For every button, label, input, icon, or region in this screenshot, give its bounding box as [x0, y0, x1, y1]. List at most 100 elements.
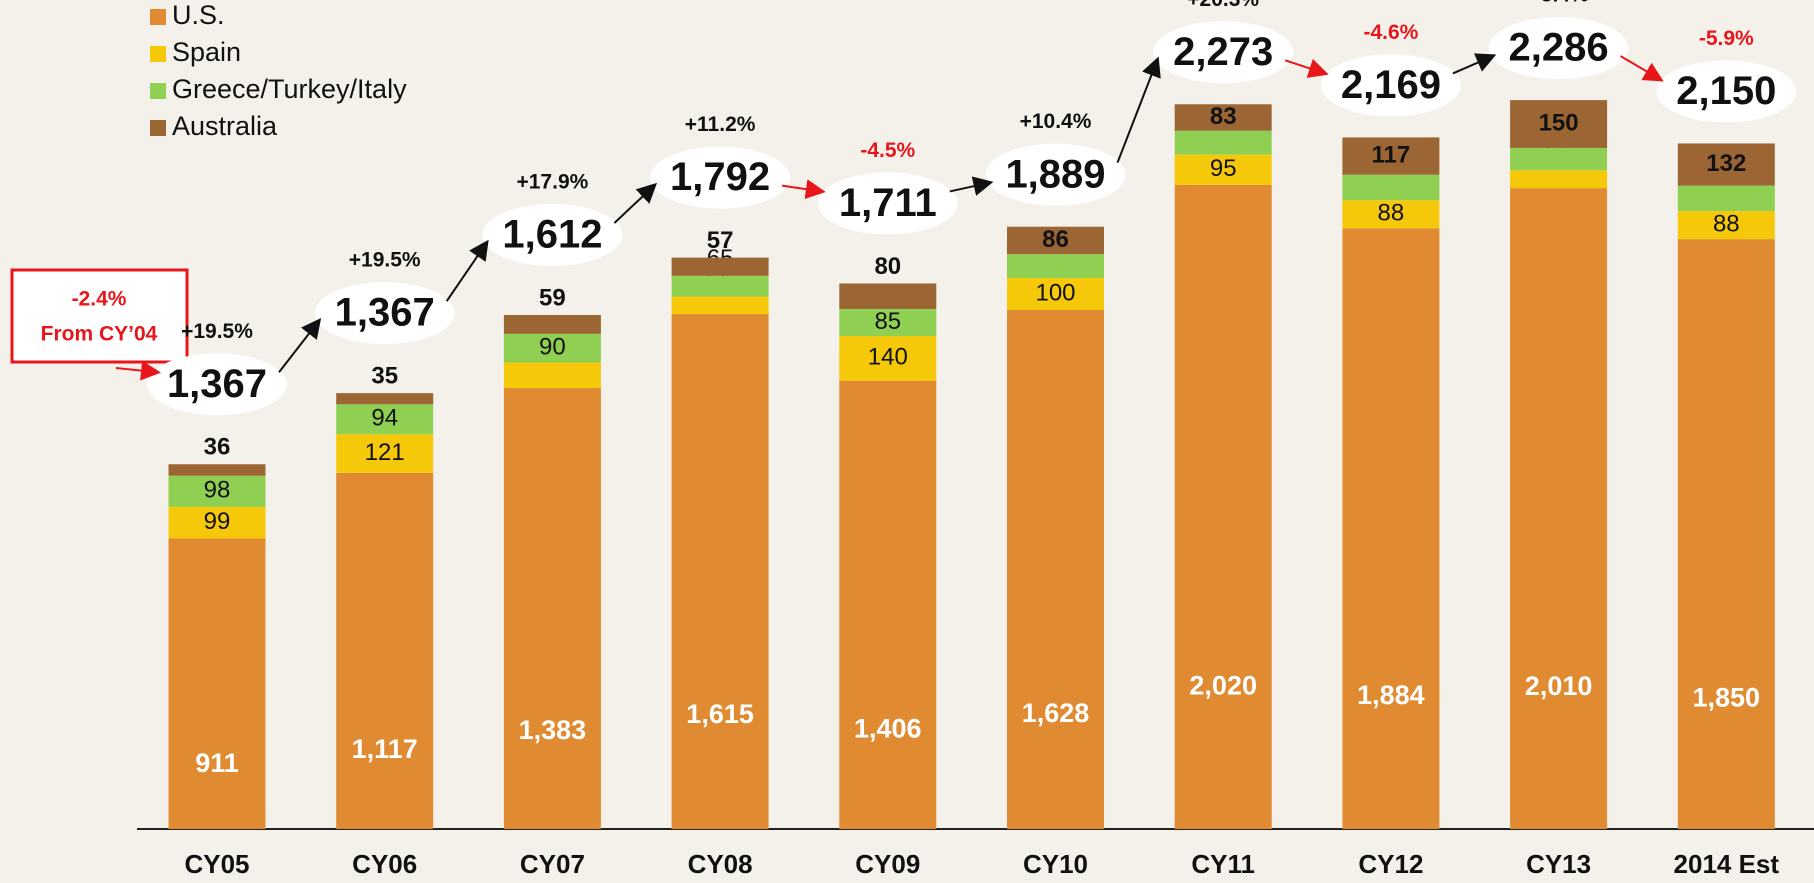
data-label: 1,117 — [352, 734, 418, 764]
total-bubble — [817, 172, 958, 235]
data-label: 1,850 — [1693, 682, 1761, 712]
bar-segment — [1007, 226, 1104, 255]
total-bubble — [314, 282, 455, 345]
bar-segment — [503, 315, 601, 334]
x-tick-label: CY05 — [184, 849, 249, 879]
x-tick-label: CY09 — [855, 849, 920, 879]
total-bubble — [1153, 21, 1294, 84]
legend-swatch — [150, 120, 166, 136]
data-label: 2,020 — [1189, 670, 1257, 700]
bar-segment — [671, 314, 769, 829]
bar-segment — [168, 506, 266, 539]
legend-swatch — [150, 83, 166, 99]
data-label: 1,406 — [854, 713, 922, 743]
legend-label: Spain — [172, 37, 241, 67]
x-tick-label: 2014 Est — [1674, 849, 1780, 879]
total-label: 1,711 — [839, 181, 937, 225]
data-label: 98 — [204, 477, 231, 504]
callout-box — [10, 268, 189, 364]
data-label: 94 — [371, 405, 398, 432]
data-label: 1,615 — [686, 699, 754, 729]
data-label: 140 — [868, 344, 908, 371]
total-label: 2,286 — [1509, 26, 1609, 70]
bar-segment — [1677, 185, 1775, 212]
bar-segment — [503, 362, 601, 389]
data-label: 121 — [365, 439, 405, 466]
x-tick-label: CY11 — [1191, 849, 1255, 879]
total-bubble — [1656, 60, 1797, 123]
bar-segment — [336, 393, 434, 405]
change-label: +19.5% — [181, 320, 253, 343]
data-label: 2,010 — [1525, 671, 1593, 701]
data-label: 88 — [1713, 210, 1740, 237]
data-label: 1,383 — [519, 715, 587, 745]
change-arrow — [949, 176, 994, 196]
change-label: -5.9% — [1699, 27, 1754, 50]
data-label: 132 — [1706, 150, 1746, 177]
bar-segment — [839, 380, 937, 829]
data-label: 88 — [1378, 200, 1405, 227]
bar-segment — [1342, 200, 1440, 229]
x-tick-label: CY13 — [1526, 849, 1591, 879]
x-tick-label: CY07 — [520, 849, 585, 879]
legend-label: Greece/Turkey/Italy — [172, 74, 407, 104]
data-label: 117 — [1372, 141, 1411, 168]
total-label: 2,150 — [1676, 69, 1776, 113]
change-label: +5.4% — [1529, 0, 1589, 7]
legend-swatch — [150, 9, 166, 25]
total-bubble — [1488, 17, 1629, 80]
bar-segment — [336, 404, 434, 435]
bar-segment — [1342, 137, 1440, 175]
bar-segment — [1342, 228, 1440, 830]
bar-segment — [1007, 309, 1104, 829]
data-label: 59 — [539, 284, 566, 311]
legend-label: Australia — [172, 111, 278, 141]
total-bubble — [482, 204, 623, 267]
bar-segment — [168, 464, 266, 476]
bar-segment — [336, 472, 434, 829]
bar-segment — [1677, 211, 1775, 240]
change-arrow — [1620, 55, 1664, 82]
data-label: 911 — [195, 748, 239, 778]
bar-segment — [1007, 278, 1104, 310]
total-label: 1,612 — [502, 213, 602, 257]
bar-segment — [1510, 100, 1608, 148]
bar-segment — [1174, 104, 1272, 131]
x-tick-label: CY06 — [352, 849, 417, 879]
callout-arrow — [115, 360, 161, 381]
data-label: 1,884 — [1357, 680, 1425, 710]
data-label: 1,628 — [1022, 698, 1090, 728]
total-label: 2,169 — [1341, 63, 1441, 107]
change-label: +19.5% — [349, 249, 421, 272]
total-bubble — [1320, 54, 1461, 117]
bar-segment — [168, 538, 266, 829]
data-label: 100 — [1035, 279, 1075, 306]
bar-segment — [1677, 143, 1775, 186]
bar-segment — [1174, 154, 1272, 185]
data-label: 86 — [1042, 226, 1069, 253]
legend-swatch — [150, 46, 166, 62]
bar-segment — [1007, 254, 1104, 279]
callout: -2.4% From CY’04 — [10, 268, 189, 364]
bar-segment — [1342, 174, 1440, 201]
data-label: 90 — [539, 334, 566, 361]
data-label: 95 — [1210, 155, 1237, 182]
change-label: +17.9% — [516, 171, 588, 194]
change-label: -4.5% — [860, 139, 915, 162]
data-label: 150 — [1539, 109, 1579, 136]
change-label: +10.4% — [1020, 110, 1092, 133]
x-tick-label: CY10 — [1023, 849, 1088, 879]
total-label: 1,889 — [1005, 152, 1105, 196]
bar-segment — [671, 257, 769, 276]
x-tick-label: CY08 — [688, 849, 753, 879]
bar-segment — [839, 336, 937, 381]
callout-text: From CY’04 — [41, 323, 158, 346]
bar-segment — [1510, 188, 1608, 829]
bar-segment — [1510, 147, 1608, 171]
total-bubble — [650, 146, 791, 209]
data-label: 85 — [874, 308, 901, 335]
change-arrow — [278, 317, 322, 373]
bar-segment — [1510, 170, 1608, 189]
x-tick-label: CY12 — [1358, 849, 1423, 879]
total-bubble — [985, 143, 1126, 206]
